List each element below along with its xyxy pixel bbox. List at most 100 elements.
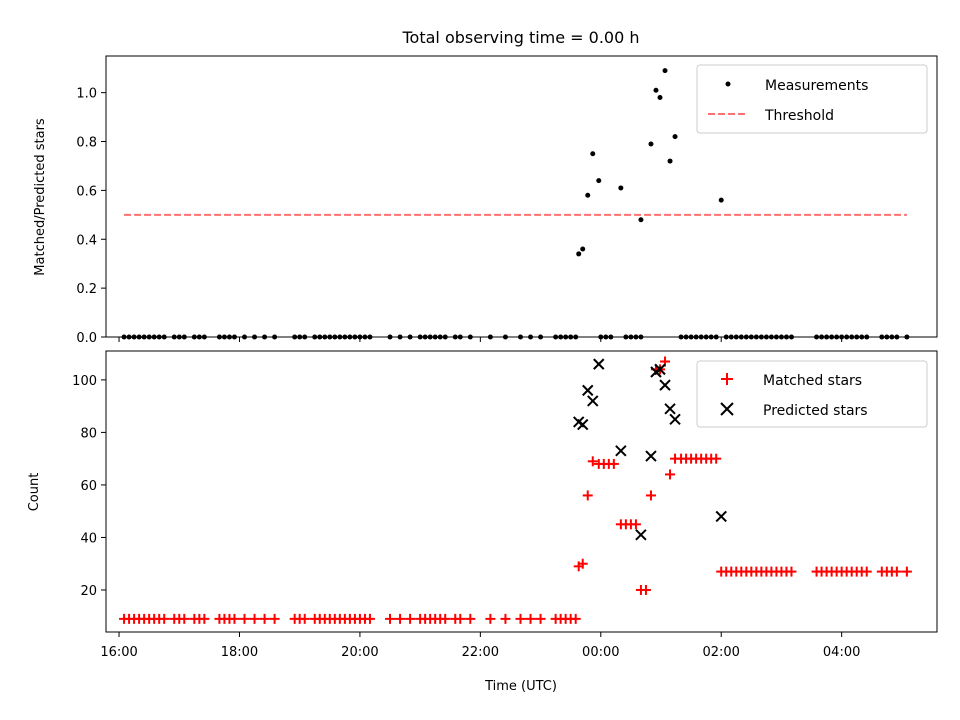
matched-stars-point: [455, 613, 466, 624]
y-tick-label: 60: [80, 479, 97, 494]
x-tick-label: 02:00: [702, 645, 739, 660]
legend-predicted-label: Predicted stars: [763, 403, 868, 419]
x-tick-label: 16:00: [100, 645, 137, 660]
matched-stars-point: [640, 584, 651, 595]
matched-stars-point: [199, 613, 210, 624]
measurement-point: [590, 151, 596, 157]
y-tick-label: 100: [72, 374, 97, 389]
measurement-point: [618, 185, 624, 191]
measurement-point: [638, 217, 644, 223]
legend-threshold-label: Threshold: [764, 108, 834, 124]
measurement-point: [576, 251, 582, 257]
legend-matched-label: Matched stars: [763, 373, 862, 389]
bottom-panel: 20 40 60 80 100 16:00 18:00 20:00 22:00 00:00 02:…: [27, 350, 938, 694]
matched-stars-point: [179, 613, 190, 624]
measurement-point: [657, 95, 663, 101]
measurement-point: [580, 246, 586, 252]
legend-measurements-marker: [725, 81, 731, 87]
matched-stars-point: [465, 613, 476, 624]
y-tick-label: 40: [80, 531, 97, 546]
predicted-stars-point: [654, 363, 666, 376]
bottom-x-ticks: 16:00 18:00 20:00 22:00 00:00 02:00 04:00: [100, 632, 860, 660]
predicted-stars-point: [577, 418, 589, 431]
predicted-stars-point: [582, 384, 594, 397]
matched-stars-point: [500, 613, 511, 624]
matched-stars-point: [570, 613, 581, 624]
matched-stars-point: [269, 613, 280, 624]
y-tick-label: 0.6: [76, 184, 97, 199]
matched-stars-point: [364, 613, 375, 624]
predicted-stars-point: [615, 445, 627, 457]
bottom-axes-frame: [105, 350, 938, 633]
y-tick-label: 0.0: [76, 331, 97, 346]
top-panel: Total observing time = 0.00 h 0.00.20.40…: [33, 28, 938, 346]
predicted-stars-point: [587, 395, 599, 407]
top-y-ticks: 0.0 0.2 0.4 0.6 0.8 1.0: [76, 87, 106, 346]
x-axis-label: Time (UTC): [484, 679, 557, 694]
top-y-axis-label: Matched/Predicted stars: [33, 118, 48, 276]
matched-stars-point: [577, 558, 588, 569]
x-tick-label: 20:00: [341, 645, 378, 660]
matched-stars-point: [587, 456, 598, 467]
bottom-legend: Matched stars Predicted stars: [696, 360, 928, 428]
measurement-point: [662, 68, 668, 74]
measurement-point: [653, 87, 659, 93]
matched-stars-point: [395, 613, 406, 624]
measurement-point: [648, 141, 654, 147]
top-axes-frame: [105, 55, 938, 338]
legend-predicted-marker: [720, 402, 734, 416]
matched-stars-point: [861, 566, 872, 577]
matched-stars-point: [239, 613, 250, 624]
y-tick-label: 0.8: [76, 136, 97, 151]
top-legend: Measurements Threshold: [696, 64, 928, 134]
predicted-stars-point: [593, 358, 605, 370]
measurement-point: [718, 197, 724, 203]
matched-stars-point: [249, 613, 260, 624]
predicted-stars-point: [645, 450, 657, 462]
matched-stars-point: [582, 490, 593, 501]
matched-stars-point: [440, 613, 451, 624]
legend-measurements-label: Measurements: [765, 78, 868, 94]
x-tick-label: 04:00: [823, 645, 860, 660]
matched-stars-point: [711, 453, 722, 464]
top-x-ticks: [118, 337, 843, 342]
matched-stars-point: [891, 566, 902, 577]
matched-stars-point: [645, 490, 656, 501]
bottom-y-axis-label: Count: [27, 473, 42, 512]
matched-stars-point: [385, 613, 396, 624]
x-tick-label: 22:00: [462, 645, 499, 660]
predicted-stars-point: [659, 379, 671, 391]
measurement-point: [585, 192, 591, 198]
matched-stars-point: [259, 613, 270, 624]
matched-stars-point: [525, 613, 536, 624]
matched-stars-point: [535, 613, 546, 624]
matched-stars-point: [786, 566, 797, 577]
bottom-plot-marks: [119, 356, 912, 624]
predicted-stars-point: [635, 529, 647, 541]
matched-stars-point: [405, 613, 416, 624]
y-tick-label: 20: [80, 584, 97, 599]
matched-stars-point: [608, 458, 619, 469]
predicted-stars-point: [664, 403, 676, 415]
chart-title: Total observing time = 0.00 h: [401, 28, 639, 47]
predicted-stars-point: [669, 413, 681, 425]
bottom-y-ticks: 20 40 60 80 100: [72, 374, 106, 599]
predicted-stars-point: [715, 510, 727, 523]
matched-stars-point: [159, 613, 170, 624]
measurement-point: [667, 158, 673, 164]
top-legend-box: [696, 64, 928, 134]
measurement-point: [672, 134, 678, 140]
x-tick-label: 18:00: [221, 645, 258, 660]
y-tick-label: 0.2: [76, 282, 97, 297]
y-tick-label: 1.0: [76, 87, 97, 102]
bottom-legend-box: [696, 360, 928, 428]
x-tick-label: 00:00: [582, 645, 619, 660]
matched-stars-point: [515, 613, 526, 624]
matched-stars-point: [299, 613, 310, 624]
y-tick-label: 0.4: [76, 233, 97, 248]
matched-stars-point: [665, 469, 676, 480]
matched-stars-point: [630, 519, 641, 530]
legend-matched-marker: [721, 373, 733, 385]
y-tick-label: 80: [80, 426, 97, 441]
